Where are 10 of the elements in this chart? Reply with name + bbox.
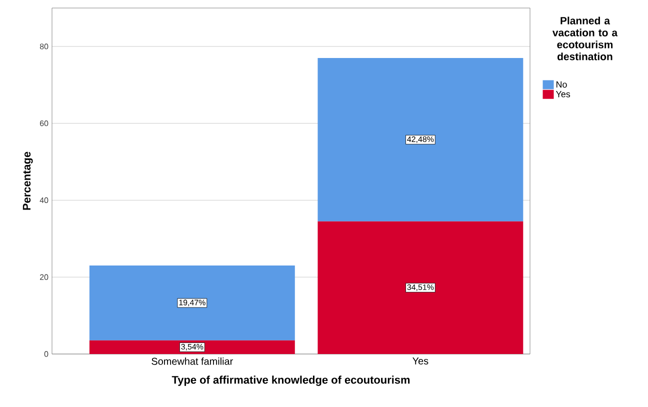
x-axis-title: Type of affirmative knowledge of ecoutourism xyxy=(172,376,410,386)
bar xyxy=(318,221,524,354)
y-axis-title: Percentage xyxy=(22,152,33,210)
bar xyxy=(89,266,295,340)
legend-label: No xyxy=(556,81,567,88)
x-tick-label: Somewhat familiar xyxy=(152,358,233,365)
bar xyxy=(318,58,524,222)
legend-title: Planned a vacation to a ecotourism destination xyxy=(552,16,618,60)
legend-label: Yes xyxy=(556,91,570,98)
bar xyxy=(89,340,295,354)
